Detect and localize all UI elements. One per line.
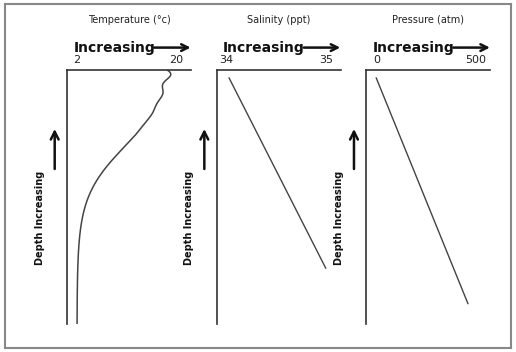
Text: Increasing: Increasing [73,40,155,55]
Text: Salinity (ppt): Salinity (ppt) [247,15,310,25]
Text: Temperature (°c): Temperature (°c) [88,15,170,25]
Text: 0: 0 [373,55,380,65]
Text: 35: 35 [319,55,333,65]
Text: 34: 34 [220,55,234,65]
Text: Depth Increasing: Depth Increasing [334,170,344,264]
Text: Pressure (atm): Pressure (atm) [392,15,464,25]
Text: Depth Increasing: Depth Increasing [35,170,45,264]
Text: 20: 20 [169,55,183,65]
Text: 2: 2 [73,55,80,65]
Text: Increasing: Increasing [373,40,454,55]
Text: Depth Increasing: Depth Increasing [185,170,195,264]
Text: Increasing: Increasing [223,40,304,55]
Text: 500: 500 [465,55,486,65]
